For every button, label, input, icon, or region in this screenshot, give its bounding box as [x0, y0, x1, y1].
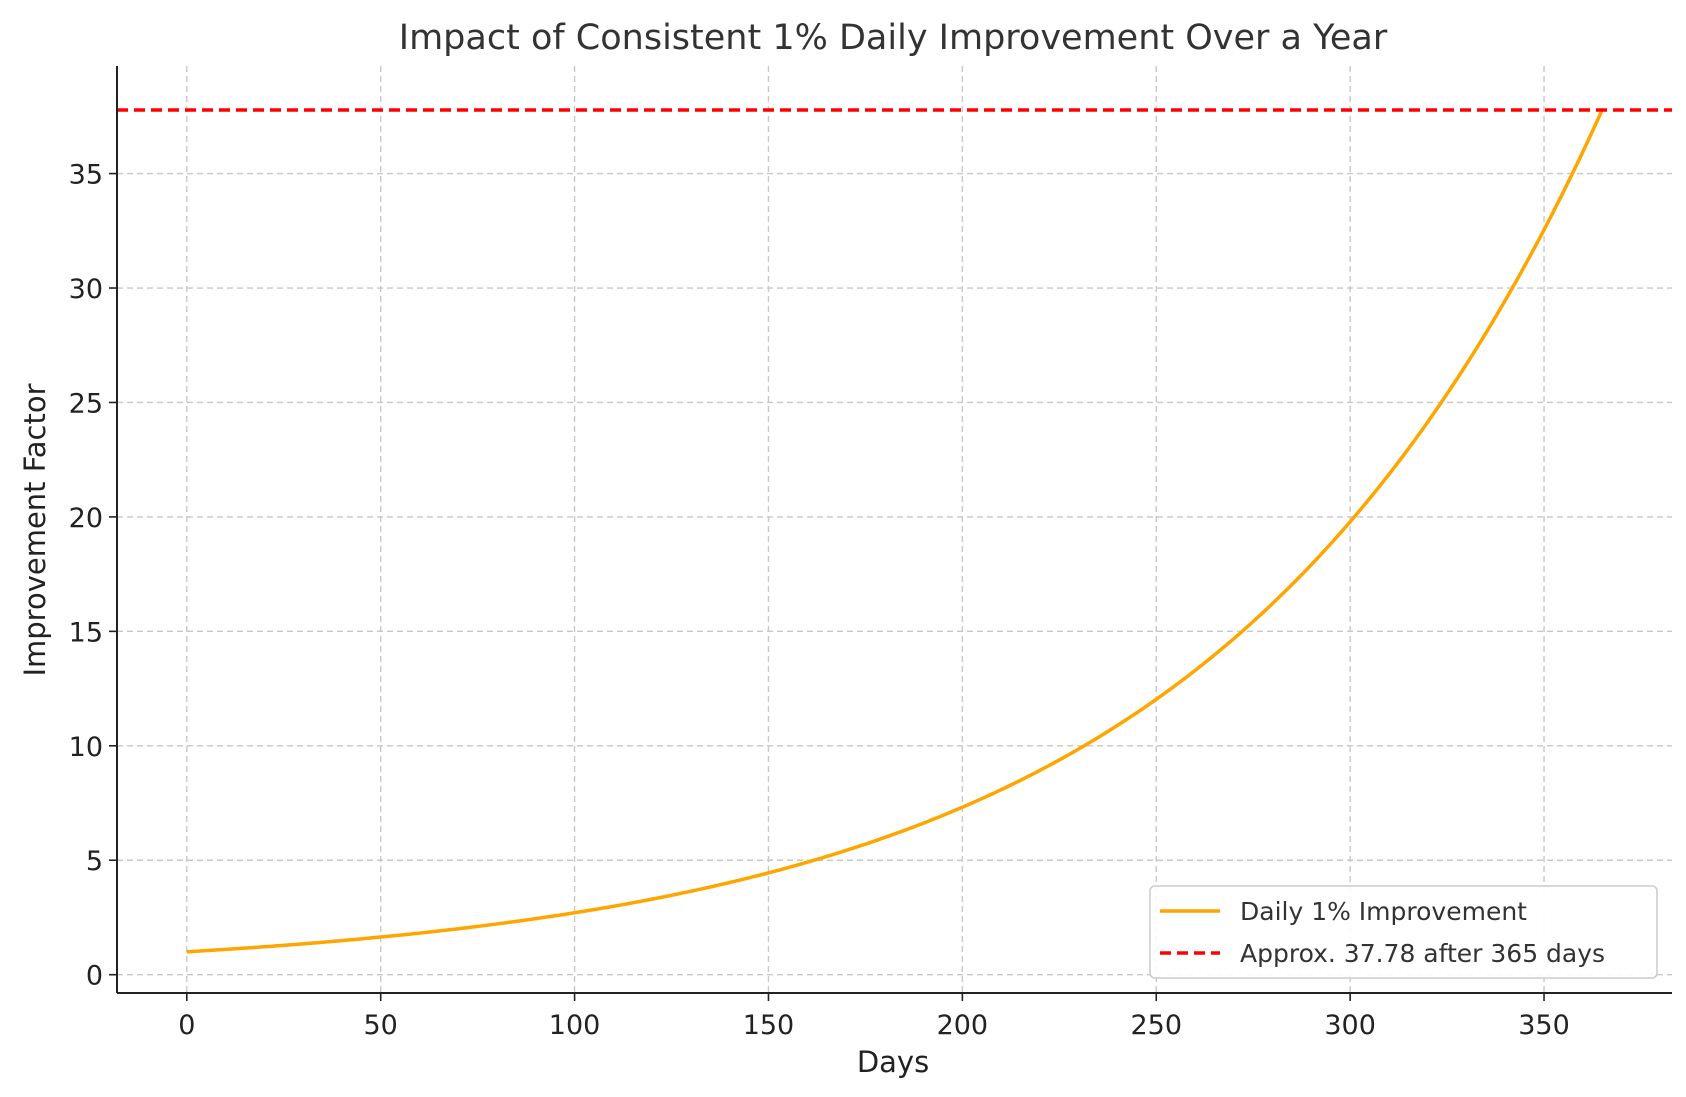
chart-title: Impact of Consistent 1% Daily Improvemen… — [399, 18, 1388, 58]
series-line-daily-improvement — [186, 109, 1604, 954]
x-tick-label: 300 — [1324, 1010, 1376, 1041]
series-layer — [117, 108, 1672, 954]
x-tick-label: 250 — [1130, 1010, 1182, 1041]
x-tick-label: 150 — [743, 1010, 795, 1041]
x-tick-label: 100 — [549, 1010, 601, 1041]
y-tick-label: 25 — [69, 388, 103, 419]
tick-layer: 0 50 100 150 200 250 300 350 0 5 10 15 20 25 30 35 — [69, 160, 1570, 1041]
x-axis-label: Days — [857, 1045, 929, 1079]
x-tick-label: 200 — [937, 1010, 989, 1041]
y-axis-label: Improvement Factor — [18, 383, 52, 676]
y-tick-label: 5 — [86, 846, 103, 877]
y-tick-label: 0 — [86, 961, 103, 992]
legend-label-daily-improvement: Daily 1% Improvement — [1240, 897, 1527, 926]
grid-layer — [117, 66, 1672, 993]
legend-label-reference-line: Approx. 37.78 after 365 days — [1240, 939, 1605, 968]
y-tick-label: 20 — [69, 503, 103, 534]
legend: Daily 1% Improvement Approx. 37.78 after… — [1149, 885, 1658, 979]
legend-box — [1149, 885, 1658, 979]
y-tick-label: 10 — [69, 732, 103, 763]
y-tick-label: 35 — [69, 160, 103, 191]
x-tick-label: 50 — [364, 1010, 398, 1041]
y-tick-label: 15 — [69, 617, 103, 648]
x-tick-label: 0 — [178, 1010, 195, 1041]
y-tick-label: 30 — [69, 274, 103, 305]
x-tick-label: 350 — [1518, 1010, 1570, 1041]
